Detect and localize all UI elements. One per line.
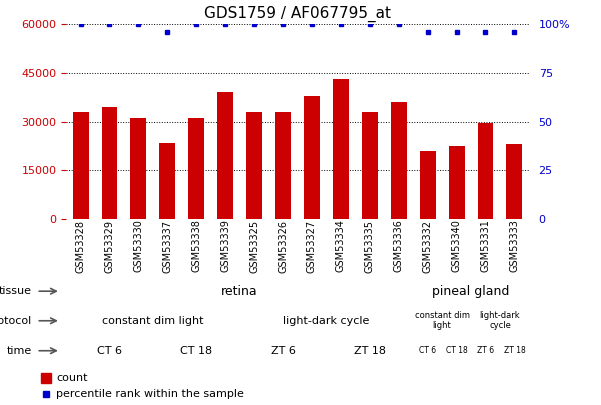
- Text: constant dim light: constant dim light: [102, 316, 204, 326]
- Bar: [478, 123, 493, 219]
- Text: percentile rank within the sample: percentile rank within the sample: [56, 390, 244, 399]
- Text: tissue: tissue: [0, 286, 32, 296]
- Text: ZT 18: ZT 18: [504, 346, 525, 355]
- Bar: [448, 146, 465, 219]
- Bar: [275, 112, 291, 219]
- Text: CT 18: CT 18: [446, 346, 468, 355]
- Bar: [362, 112, 378, 219]
- Bar: [391, 102, 407, 219]
- Text: GSM53329: GSM53329: [105, 220, 115, 273]
- Text: CT 6: CT 6: [97, 346, 122, 356]
- Text: GSM53331: GSM53331: [480, 220, 490, 273]
- Bar: [73, 112, 88, 219]
- Bar: [188, 118, 204, 219]
- Bar: [304, 96, 320, 219]
- Bar: [217, 92, 233, 219]
- Text: time: time: [7, 346, 32, 356]
- Text: pineal gland: pineal gland: [432, 285, 510, 298]
- Text: GSM53332: GSM53332: [423, 220, 433, 273]
- Text: CT 18: CT 18: [180, 346, 212, 356]
- Text: GSM53327: GSM53327: [307, 220, 317, 273]
- Text: ZT 6: ZT 6: [477, 346, 494, 355]
- Text: GSM53333: GSM53333: [510, 220, 519, 273]
- Text: GSM53325: GSM53325: [249, 220, 259, 273]
- Text: ZT 6: ZT 6: [270, 346, 296, 356]
- Bar: [507, 144, 522, 219]
- Bar: [333, 79, 349, 219]
- Bar: [419, 151, 436, 219]
- Text: light-dark cycle: light-dark cycle: [283, 316, 370, 326]
- Text: GSM53330: GSM53330: [133, 220, 144, 273]
- Text: GSM53340: GSM53340: [451, 220, 462, 273]
- Text: GSM53335: GSM53335: [365, 220, 375, 273]
- Text: retina: retina: [221, 285, 258, 298]
- Text: constant dim
light: constant dim light: [415, 311, 469, 330]
- Bar: [102, 107, 117, 219]
- Bar: [41, 373, 50, 383]
- Text: GSM53328: GSM53328: [76, 220, 85, 273]
- Text: CT 6: CT 6: [419, 346, 436, 355]
- Text: light-dark
cycle: light-dark cycle: [480, 311, 520, 330]
- Text: GSM53337: GSM53337: [162, 220, 172, 273]
- Title: GDS1759 / AF067795_at: GDS1759 / AF067795_at: [204, 5, 391, 21]
- Bar: [246, 112, 262, 219]
- Text: GSM53339: GSM53339: [220, 220, 230, 273]
- Text: count: count: [56, 373, 88, 383]
- Text: ZT 18: ZT 18: [354, 346, 386, 356]
- Text: GSM53326: GSM53326: [278, 220, 288, 273]
- Text: GSM53338: GSM53338: [191, 220, 201, 273]
- Text: GSM53336: GSM53336: [394, 220, 404, 273]
- Bar: [159, 143, 175, 219]
- Text: protocol: protocol: [0, 316, 32, 326]
- Bar: [130, 118, 147, 219]
- Text: GSM53334: GSM53334: [336, 220, 346, 273]
